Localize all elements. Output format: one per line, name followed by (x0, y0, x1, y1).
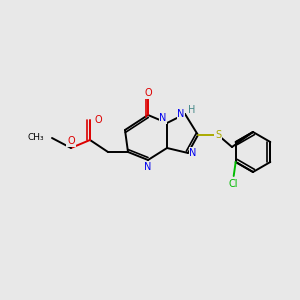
Text: S: S (215, 130, 221, 140)
Text: O: O (67, 136, 75, 146)
Text: O: O (94, 115, 102, 125)
Text: CH₃: CH₃ (27, 134, 44, 142)
Text: O: O (144, 88, 152, 98)
Text: Cl: Cl (229, 179, 238, 189)
Text: N: N (159, 113, 167, 123)
Text: H: H (188, 105, 196, 115)
Text: N: N (177, 109, 185, 119)
Text: N: N (144, 162, 152, 172)
Text: N: N (189, 148, 197, 158)
